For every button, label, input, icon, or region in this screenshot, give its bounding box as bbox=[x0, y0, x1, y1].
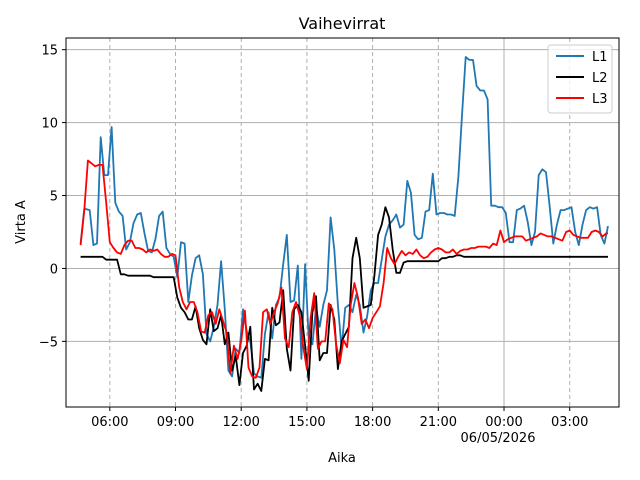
x-tick-label: 15:00 bbox=[288, 415, 325, 430]
y-axis-ticks: −5 0 5 10 15 bbox=[39, 44, 66, 350]
series-line-l3 bbox=[79, 159, 608, 379]
grid-lines bbox=[66, 38, 619, 407]
x-axis-ticks: 06:00 09:00 12:00 15:00 18:00 21:00 00:00 03:00 bbox=[91, 407, 588, 430]
x-tick-label: 00:00 bbox=[485, 415, 522, 430]
legend-label-l1: L1 bbox=[592, 50, 608, 65]
x-tick-label: 03:00 bbox=[551, 415, 588, 430]
legend-box bbox=[547, 44, 613, 114]
x-axis-label: Aika bbox=[328, 451, 356, 466]
y-tick-label: 15 bbox=[41, 44, 58, 59]
legend-label-l3: L3 bbox=[592, 92, 608, 107]
chart-title: Vaihevirrat bbox=[299, 14, 386, 33]
x-tick-label: 18:00 bbox=[354, 415, 391, 430]
y-tick-label: 10 bbox=[41, 117, 58, 132]
y-tick-label: 0 bbox=[50, 262, 58, 277]
y-tick-label: 5 bbox=[50, 190, 58, 205]
x-tick-label: 21:00 bbox=[420, 415, 457, 430]
legend: L1 L2 L3 bbox=[547, 44, 613, 114]
x-tick-label: 09:00 bbox=[157, 415, 194, 430]
x-axis-date-label: 06/05/2026 bbox=[461, 431, 536, 446]
x-tick-label: 12:00 bbox=[222, 415, 259, 430]
x-tick-label: 06:00 bbox=[91, 415, 128, 430]
y-axis-label: Virta A bbox=[14, 200, 29, 244]
series-layer bbox=[79, 56, 609, 392]
series-line-l1 bbox=[79, 56, 609, 379]
legend-label-l2: L2 bbox=[592, 71, 608, 86]
plot-area-frame bbox=[65, 37, 620, 408]
y-tick-label: −5 bbox=[39, 335, 58, 350]
